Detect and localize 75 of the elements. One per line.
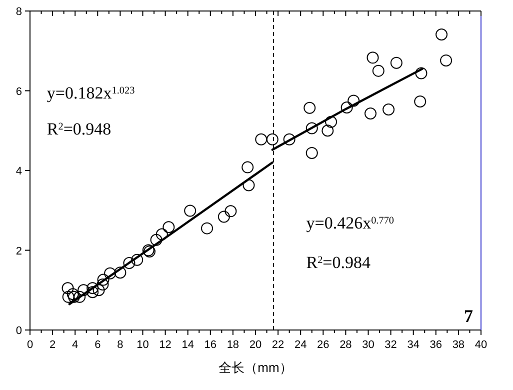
annotation: R$^{2}$=0.984 [306,253,372,272]
y-tick-label: 4 [16,166,22,178]
point [414,96,426,108]
point [184,204,196,217]
point [304,102,316,114]
x-tick-label: 12 [159,339,172,351]
point [242,161,254,174]
x-axis-title: 全长（mm） [218,360,292,375]
point [372,64,384,77]
point [382,103,395,116]
point [322,124,334,137]
point [114,266,126,279]
point [201,222,214,234]
point [131,254,144,266]
point [415,67,428,80]
point [440,54,452,66]
x-tick-label: 20 [249,339,262,351]
x-tick-label: 24 [294,339,307,351]
point [366,52,379,64]
point [390,56,402,69]
y-tick-label: 0 [16,325,22,337]
point [364,107,377,120]
annotation: R$^{2}$=0.948 [46,120,112,139]
x-tick-label: 18 [226,339,240,351]
x-tick-label: 16 [204,339,217,351]
x-tick-label: 14 [182,339,194,351]
annotation: y=0.426x$^{0.770}$ [306,213,394,232]
point [74,290,86,303]
point [104,267,116,280]
point [78,284,90,296]
point [266,133,278,146]
annotation: y=0.182x$^{1.023}$ [46,84,135,103]
point [62,290,74,303]
point [325,116,338,128]
point [68,290,80,303]
point [92,284,105,296]
x-tick-label: 8 [117,339,124,351]
x-tick-label: 30 [362,339,374,351]
point [86,282,99,294]
x-tick-label: 40 [474,339,488,351]
x-tick-label: 36 [430,339,442,351]
point [224,205,237,218]
point [306,146,318,159]
x-tick-label: 6 [94,339,101,351]
x-tick-label: 2 [49,339,56,351]
point [306,122,318,134]
point [348,94,360,107]
y-tick-label: 6 [16,86,22,98]
annotation: 7 [464,306,473,326]
x-tick-label: 34 [407,339,420,351]
point [218,210,230,223]
point [436,28,448,41]
point [156,228,168,240]
point [66,288,79,300]
point [62,282,74,294]
x-tick-label: 32 [384,339,397,351]
x-tick-label: 10 [136,339,149,351]
x-tick-label: 38 [452,339,465,351]
point [162,221,175,234]
y-tick-label: 2 [16,245,22,258]
point [283,133,296,146]
point [242,179,255,192]
x-tick-label: 22 [272,339,284,351]
point [97,274,110,286]
x-tick-label: 4 [72,339,78,351]
point [96,278,109,291]
y-tick-label: 8 [16,6,22,18]
x-tick-label: 0 [26,339,34,351]
point [340,101,353,114]
point [255,133,268,146]
point [150,234,162,246]
x-tick-label: 28 [340,339,352,351]
point [86,286,99,298]
x-tick-label: 26 [317,339,330,351]
point [123,257,136,270]
